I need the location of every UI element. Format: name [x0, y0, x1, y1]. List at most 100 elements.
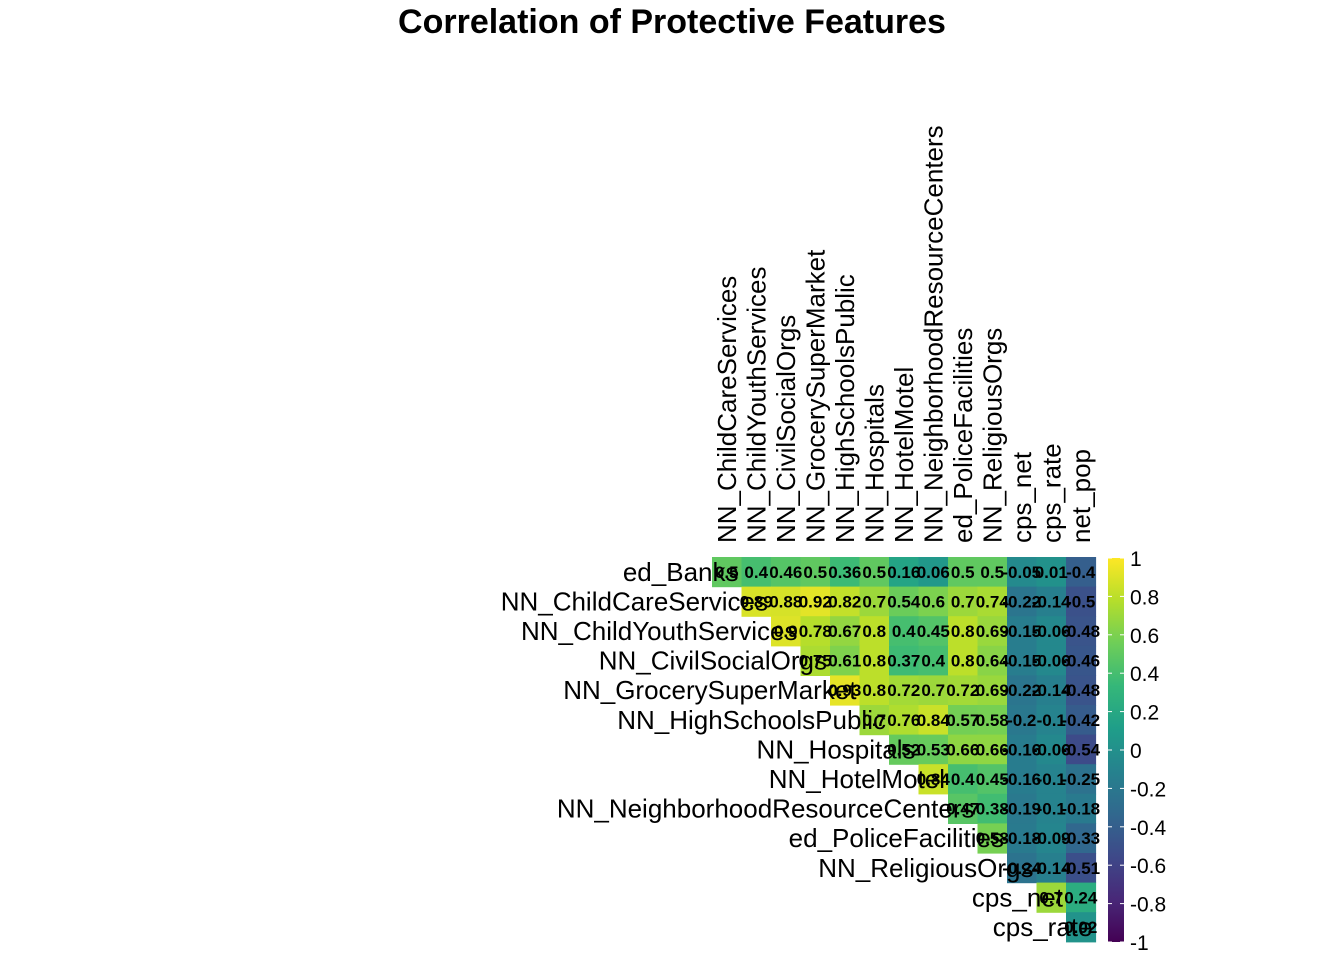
- heatmap-cell: [1066, 823, 1097, 854]
- row-label: NN_HighSchoolsPublic: [617, 705, 886, 735]
- heatmap-cell: [1036, 882, 1067, 913]
- cell-value-label: 0.53: [917, 740, 950, 759]
- heatmap-cell: [977, 705, 1008, 736]
- heatmap-cell: [771, 557, 802, 588]
- cell-value-label: 0.72: [946, 681, 979, 700]
- heatmap-cell: [889, 557, 920, 588]
- cell-value-label: -0.19: [1002, 800, 1041, 819]
- cell-value-label: 0.52: [887, 740, 920, 759]
- row-labels: ed_BanksNN_ChildCareServicesNN_ChildYout…: [501, 557, 1093, 942]
- heatmap-cell: [1066, 616, 1097, 647]
- chart-title: Correlation of Protective Features: [398, 3, 946, 41]
- colorbar-tick-label: -0.8: [1130, 894, 1166, 917]
- heatmap-cell: [859, 557, 890, 588]
- cell-value-label: 0.8: [862, 681, 886, 700]
- cell-value-label: 0.5: [951, 563, 975, 582]
- heatmap-cell: [800, 557, 831, 588]
- cell-value-label: 0.84: [917, 711, 951, 730]
- heatmap-cell: [1066, 734, 1097, 765]
- heatmap-cell: [889, 675, 920, 706]
- colorbar: 1 0.8 0.6 0.4 0.2 0 -0.2 -0.4 -0.6 -0.8 -1: [1108, 548, 1167, 955]
- cell-value-label: -0.54: [1061, 740, 1100, 759]
- heatmap-cell: [1007, 616, 1038, 647]
- cell-value-label: 0.45: [976, 770, 1009, 789]
- heatmap-cell: [918, 557, 949, 588]
- heatmap-cell: [1036, 823, 1067, 854]
- cell-value-label: -0.22: [1002, 681, 1041, 700]
- heatmap-cell: [918, 645, 949, 676]
- heatmap-cell: [1036, 793, 1067, 824]
- colorbar-tick-label: 0.6: [1130, 625, 1159, 648]
- row-label: NN_ChildYouthServices: [521, 616, 798, 646]
- cell-value-label: -0.06: [1032, 652, 1071, 671]
- cell-value-label: 0.8: [951, 652, 975, 671]
- heatmap-cell: [889, 586, 920, 617]
- row-label: ed_Banks: [623, 557, 739, 587]
- heatmap-cell: [1036, 616, 1067, 647]
- heatmap-cell: [859, 705, 890, 736]
- heatmap-cell: [1007, 853, 1038, 884]
- cell-value-label: -0.24: [1002, 859, 1041, 878]
- heatmap-cell: [1036, 645, 1067, 676]
- heatmap-cell: [977, 586, 1008, 617]
- cell-value-label: 0.16: [887, 563, 920, 582]
- cell-value-label: -0.48: [1061, 681, 1100, 700]
- cell-value-label: 0.4: [892, 622, 916, 641]
- column-label: NN_CivilSocialOrgs: [771, 315, 801, 543]
- heatmap-cell: [889, 734, 920, 765]
- heatmap-cell: [918, 586, 949, 617]
- cell-value-label: -0.06: [1032, 740, 1071, 759]
- heatmap-cell: [948, 675, 979, 706]
- heatmap-cell-labels: 0.5 0.4 0.46 0.5 0.36 0.5 0.160.06 0.5 0.5-0.050…: [715, 563, 1101, 937]
- cell-value-label: 0.58: [976, 829, 1009, 848]
- heatmap-cell: [1066, 912, 1097, 943]
- cell-value-label: 0.7: [1039, 888, 1063, 907]
- colorbar-tick-label: 0.2: [1130, 702, 1159, 725]
- heatmap-cell: [1066, 645, 1097, 676]
- colorbar-tick-label: -0.6: [1130, 855, 1166, 878]
- heatmap-cell: [948, 645, 979, 676]
- heatmap-cell: [741, 557, 772, 588]
- cell-value-label: 0.54: [887, 592, 921, 611]
- column-label: NN_HotelMotel: [889, 367, 919, 543]
- heatmap-cell: [1066, 705, 1097, 736]
- heatmap-cell: [977, 645, 1008, 676]
- cell-value-label: 0.37: [887, 652, 920, 671]
- cell-value-label: 0.7: [862, 711, 886, 730]
- heatmap-cell: [1007, 793, 1038, 824]
- column-label: cps_net: [1007, 451, 1037, 543]
- cell-value-label: -0.22: [1002, 592, 1041, 611]
- cell-value-label: 0.9: [774, 622, 798, 641]
- heatmap-cell: [859, 586, 890, 617]
- row-label: ed_PoliceFacilities: [789, 823, 1004, 853]
- row-label: cps_net: [972, 882, 1064, 912]
- row-label: NN_ChildCareServices: [501, 586, 768, 616]
- cell-value-label: 0.72: [887, 681, 920, 700]
- heatmap-cell: [1066, 764, 1097, 795]
- heatmap-cell: [1066, 586, 1097, 617]
- heatmap-cell: [1007, 705, 1038, 736]
- heatmap-cell: [918, 616, 949, 647]
- column-label: NN_GrocerySuperMarket: [800, 249, 830, 543]
- cell-value-label: 0.4: [744, 563, 768, 582]
- heatmap-cell: [859, 675, 890, 706]
- cell-value-label: 0.69: [976, 622, 1009, 641]
- cell-value-label: 0.92: [799, 592, 832, 611]
- cell-value-label: 0.74: [976, 592, 1010, 611]
- cell-value-label: 0.67: [828, 622, 861, 641]
- cell-value-label: -0.48: [1061, 622, 1100, 641]
- cell-value-label: -0.42: [1061, 711, 1100, 730]
- heatmap-cell: [889, 645, 920, 676]
- cell-value-label: 0.7: [951, 592, 975, 611]
- heatmap-cell: [771, 586, 802, 617]
- heatmap-cell: [1066, 882, 1097, 913]
- heatmap-cell: [977, 616, 1008, 647]
- heatmap-cell: [1036, 586, 1067, 617]
- heatmap-cell: [800, 645, 831, 676]
- heatmap-cell: [1036, 764, 1067, 795]
- heatmap-cell: [1036, 557, 1067, 588]
- heatmap-cell: [977, 793, 1008, 824]
- cell-value-label: -0.1: [1037, 711, 1066, 730]
- heatmap-cell: [889, 705, 920, 736]
- heatmap-cell: [948, 616, 979, 647]
